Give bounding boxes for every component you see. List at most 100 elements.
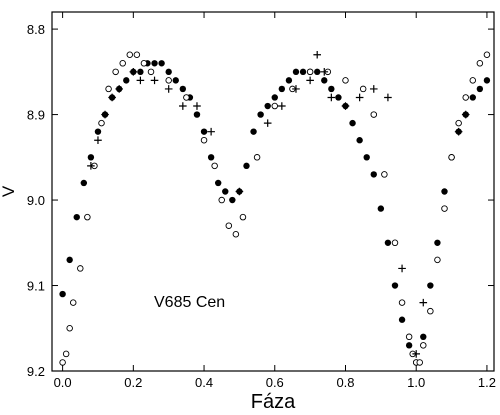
- data-point-open-circle: [165, 77, 172, 84]
- x-axis-title: Fáza: [251, 391, 296, 413]
- data-point-open-circle: [455, 119, 462, 127]
- data-point-filled-circle: [87, 154, 95, 161]
- data-point-open-circle: [211, 162, 218, 170]
- data-point-filled-circle: [321, 77, 328, 84]
- data-point-plus: [94, 136, 102, 145]
- data-point-plus: [235, 187, 244, 196]
- data-point-filled-circle: [356, 137, 363, 144]
- data-point-filled-circle: [137, 68, 144, 76]
- data-point-plus: [179, 102, 187, 110]
- data-point-open-circle: [59, 359, 66, 366]
- data-point-plus: [136, 76, 145, 85]
- data-point-filled-circle: [405, 342, 413, 349]
- data-point-filled-circle: [243, 162, 250, 170]
- data-point-open-circle: [405, 333, 413, 341]
- data-point-filled-circle: [172, 77, 179, 84]
- data-point-plus: [419, 298, 428, 307]
- data-point-open-circle: [112, 68, 119, 76]
- data-point-plus: [278, 102, 286, 110]
- data-point-plus: [412, 350, 421, 358]
- data-point-filled-circle: [398, 316, 406, 323]
- data-point-filled-circle: [179, 85, 187, 93]
- data-point-filled-circle: [292, 68, 300, 76]
- data-point-filled-circle: [483, 77, 491, 84]
- data-point-open-circle: [239, 213, 247, 221]
- data-point-open-circle: [225, 222, 233, 229]
- y-tick-label: 8.8: [27, 22, 45, 37]
- data-point-plus: [461, 110, 470, 119]
- data-point-open-circle: [416, 359, 423, 366]
- data-point-filled-circle: [207, 154, 215, 161]
- data-point-filled-circle: [427, 282, 434, 289]
- data-point-open-circle: [183, 94, 190, 101]
- data-point-filled-circle: [420, 333, 427, 341]
- data-point-plus: [341, 102, 350, 110]
- data-point-filled-circle: [434, 239, 441, 246]
- y-tick-label: 9.0: [27, 193, 45, 208]
- data-point-filled-circle: [66, 256, 73, 264]
- data-point-plus: [355, 93, 364, 102]
- data-point-filled-circle: [476, 85, 484, 93]
- data-point-open-circle: [398, 299, 406, 306]
- y-axis-title: V: [0, 185, 18, 197]
- star-name-annotation: V685 Cen: [154, 294, 225, 311]
- data-point-plus: [263, 119, 272, 127]
- data-point-open-circle: [483, 51, 491, 58]
- data-point-plus: [313, 50, 321, 59]
- axis-ticks: 0.0 0.2 0.4 0.6 0.8 1.0 1.2 8.8 8.9 9.0 9.1 9.2: [27, 12, 496, 390]
- data-point-open-circle: [140, 60, 148, 67]
- data-point-filled-circle: [469, 94, 476, 101]
- data-point-plus: [320, 68, 329, 76]
- data-point-filled-circle: [441, 188, 448, 195]
- data-point-filled-circle: [299, 68, 307, 76]
- data-point-open-circle: [391, 239, 399, 247]
- data-point-filled-circle: [80, 179, 88, 187]
- x-tick-label: 1.0: [407, 375, 425, 390]
- data-point-filled-circle: [278, 85, 286, 93]
- data-point-plus: [101, 110, 109, 119]
- data-point-plus: [164, 85, 173, 93]
- data-point-open-circle: [462, 94, 469, 101]
- data-point-plus: [108, 93, 116, 102]
- data-point-filled-circle: [250, 128, 257, 135]
- data-point-plus: [207, 127, 215, 136]
- data-point-filled-circle: [193, 111, 201, 118]
- data-point-open-circle: [306, 68, 314, 76]
- data-point-plus: [193, 102, 201, 110]
- data-point-open-circle: [69, 299, 77, 306]
- data-point-filled-circle: [314, 68, 321, 76]
- data-point-open-circle: [218, 196, 225, 204]
- x-tick-label: 0.6: [266, 375, 284, 390]
- data-point-open-circle: [342, 77, 349, 84]
- data-point-filled-circle: [73, 213, 80, 221]
- data-point-plus: [129, 68, 138, 76]
- data-point-open-circle: [119, 60, 126, 67]
- data-point-filled-circle: [264, 102, 271, 110]
- data-point-open-circle: [420, 342, 427, 349]
- data-point-filled-circle: [214, 179, 222, 187]
- data-point-open-circle: [434, 256, 441, 264]
- data-point-filled-circle: [257, 111, 264, 118]
- data-point-filled-circle: [377, 205, 385, 212]
- data-point-open-circle: [62, 350, 70, 358]
- data-point-filled-circle: [384, 239, 392, 246]
- data-point-open-circle: [469, 77, 477, 84]
- data-point-open-circle: [147, 68, 155, 76]
- data-point-plus: [292, 85, 300, 93]
- data-point-open-circle: [381, 171, 388, 178]
- data-point-plus: [327, 93, 336, 102]
- data-point-plus: [369, 85, 378, 93]
- data-point-filled-circle: [158, 60, 165, 67]
- data-point-open-circle: [253, 154, 261, 161]
- data-point-filled-circle: [222, 188, 229, 195]
- data-point-plus: [150, 76, 159, 85]
- data-point-open-circle: [427, 307, 434, 315]
- data-point-filled-circle: [328, 85, 335, 93]
- y-tick-label: 9.2: [27, 364, 45, 379]
- x-tick-label: 1.2: [478, 375, 496, 390]
- x-tick-label: 0.8: [336, 375, 354, 390]
- plot-frame: [51, 11, 495, 372]
- data-point-filled-circle: [335, 94, 342, 101]
- x-tick-label: 0.0: [54, 375, 72, 390]
